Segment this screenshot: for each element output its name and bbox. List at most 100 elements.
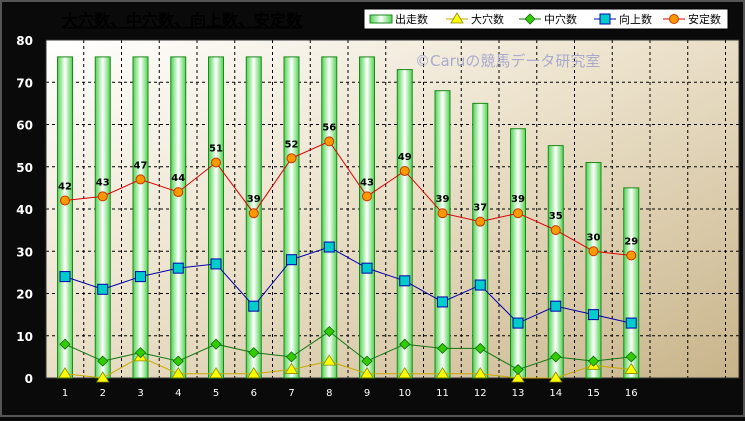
point-diamond-16	[625, 351, 637, 363]
series-line-circle	[64, 140, 632, 256]
data-label: 39	[436, 194, 450, 205]
bar-12	[472, 102, 489, 379]
plot-border	[45, 39, 740, 379]
bar-7	[283, 56, 300, 379]
y-tick-label: 10	[16, 330, 33, 344]
point-square-13	[512, 317, 524, 329]
watermark-text: ©Caruの競馬データ研究室	[415, 52, 600, 70]
data-label: 39	[247, 194, 261, 205]
bar-8	[321, 56, 338, 379]
x-tick-label: 10	[398, 388, 411, 399]
series-line-diamond	[64, 330, 632, 371]
point-triangle-2	[96, 371, 110, 383]
bar-15	[585, 162, 602, 379]
x-tick-label: 13	[512, 388, 525, 399]
y-tick-label: 50	[16, 161, 33, 175]
x-tick-label: 4	[175, 388, 181, 399]
point-square-11	[437, 296, 448, 308]
point-circle-2	[97, 191, 108, 202]
bar-series	[57, 56, 640, 379]
data-label: 56	[322, 122, 336, 133]
point-diamond-9	[361, 355, 373, 367]
point-circle-15	[588, 246, 599, 257]
point-triangle-7	[284, 362, 299, 374]
bar-13	[510, 128, 526, 379]
legend-swatch-bar	[369, 14, 393, 24]
x-tick-label: 14	[549, 388, 562, 399]
y-axis: 0 10 20 30 40 50 60 70 80	[16, 34, 33, 386]
legend-label: 中穴数	[544, 12, 577, 26]
x-tick-label: 1	[62, 388, 68, 399]
point-square-7	[286, 254, 297, 266]
point-triangle-16	[624, 362, 638, 374]
point-circle-13	[513, 208, 523, 219]
point-diamond-8	[323, 325, 335, 338]
point-circle-3	[135, 174, 146, 185]
y-tick-label: 0	[25, 372, 33, 386]
point-square-9	[361, 262, 373, 274]
bar-9	[359, 56, 375, 379]
x-tick-label: 12	[474, 388, 487, 399]
x-tick-label: 8	[326, 388, 332, 399]
y-tick-label: 80	[16, 34, 33, 48]
y-tick-label: 20	[16, 288, 33, 302]
point-square-15	[588, 309, 599, 321]
point-diamond-6	[248, 347, 260, 359]
data-label: 30	[587, 232, 601, 243]
legend-label: 出走数	[395, 12, 428, 26]
legend-label: 大穴数	[471, 12, 504, 26]
point-square-8	[323, 241, 335, 253]
data-label: 43	[360, 177, 374, 188]
series-markers	[58, 136, 638, 383]
data-label: 39	[511, 194, 525, 205]
x-tick-label: 5	[213, 388, 219, 399]
point-circle-10	[399, 165, 410, 176]
y-tick-label: 60	[16, 119, 33, 133]
point-circle-9	[362, 191, 372, 202]
data-label: 43	[96, 177, 110, 188]
bar-5	[208, 56, 224, 379]
point-diamond-5	[210, 338, 222, 350]
point-triangle-11	[435, 366, 450, 379]
line-series	[64, 140, 632, 379]
point-circle-1	[60, 195, 70, 206]
data-label: 35	[549, 211, 563, 222]
point-circle-11	[437, 208, 448, 219]
legend-label: 安定数	[688, 12, 721, 26]
bar-16	[623, 187, 640, 379]
data-label: 29	[624, 236, 638, 247]
point-square-16	[625, 317, 637, 329]
point-circle-12	[475, 216, 486, 227]
point-square-4	[172, 262, 184, 274]
point-square-6	[248, 300, 260, 312]
point-circle-14	[550, 225, 561, 236]
point-square-14	[550, 300, 562, 312]
gridlines	[45, 39, 740, 379]
data-label: 37	[473, 203, 487, 214]
point-square-10	[399, 275, 411, 287]
point-triangle-14	[549, 371, 563, 383]
legend: 出走数 大穴数 中穴数 向上数 安定数	[363, 8, 729, 30]
bar-2	[94, 56, 111, 379]
data-label: 51	[209, 144, 223, 155]
x-tick-label: 9	[364, 388, 370, 399]
data-label: 52	[285, 139, 299, 150]
point-triangle-6	[247, 366, 261, 379]
bar-10	[396, 69, 413, 379]
data-label: 47	[134, 160, 148, 171]
x-axis: 1 2 3 4 5 6 7 8 9 10 11 12 13 14 15 16	[62, 388, 638, 399]
bar-4	[170, 56, 187, 379]
point-diamond-1	[59, 338, 71, 350]
y-tick-label: 30	[16, 245, 33, 259]
x-tick-label: 3	[137, 388, 143, 399]
point-triangle-8	[322, 354, 336, 366]
bar-11	[434, 90, 451, 379]
point-diamond-7	[285, 351, 298, 363]
point-diamond-15	[587, 355, 600, 367]
data-label: 49	[398, 152, 412, 163]
x-tick-label: 16	[625, 388, 638, 399]
point-square-1	[59, 271, 71, 283]
point-diamond-4	[172, 355, 184, 367]
point-diamond-13	[512, 363, 524, 376]
point-triangle-10	[398, 366, 412, 379]
